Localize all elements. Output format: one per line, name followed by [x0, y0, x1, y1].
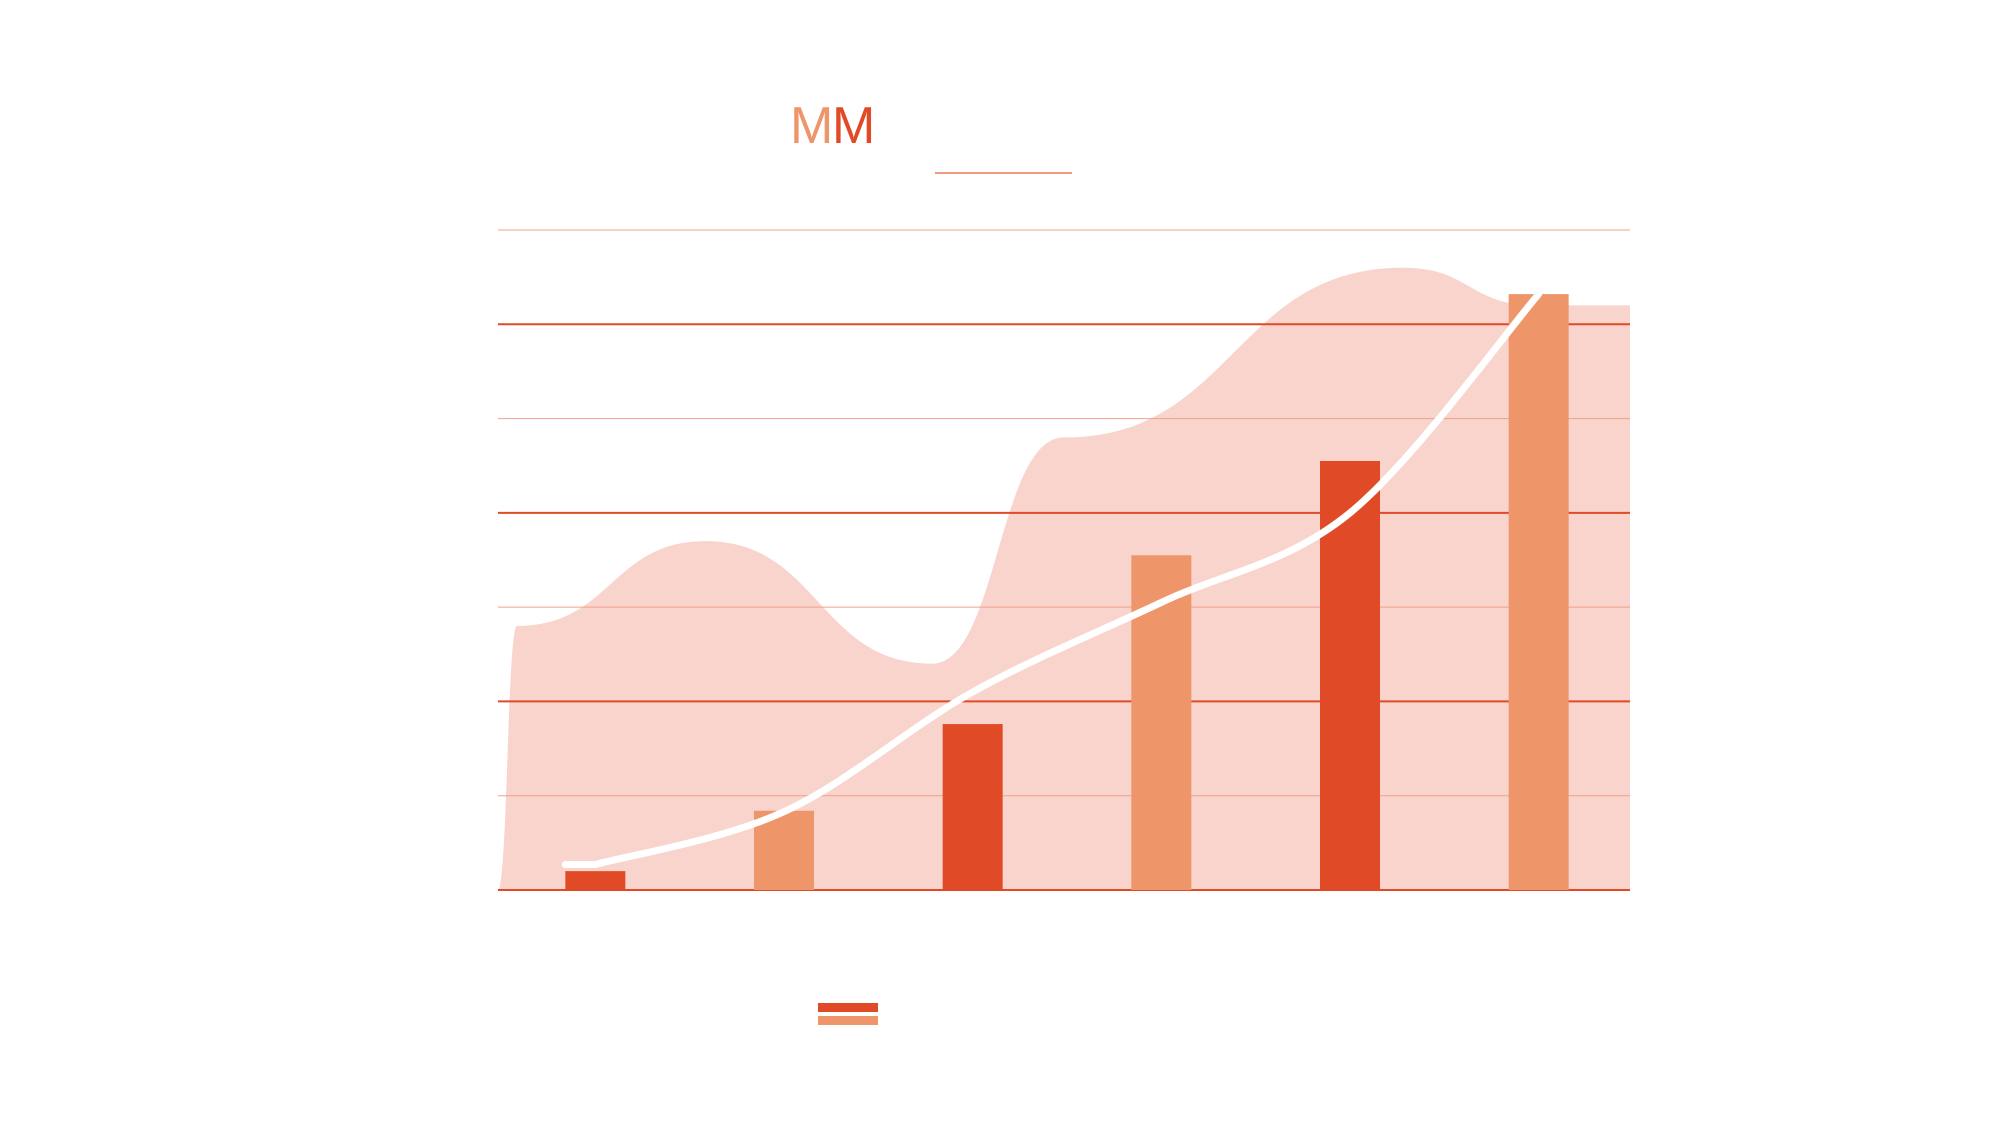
logo-letter-right: M: [832, 97, 875, 155]
legend-swatch-2: [818, 1016, 878, 1025]
bar-5: [1320, 461, 1380, 890]
gridlines: [498, 229, 1630, 891]
trend-line: [561, 290, 1543, 869]
logo-letter-left: M: [790, 97, 833, 155]
bars: [565, 294, 1569, 891]
legend: [818, 1003, 878, 1025]
bar-1: [565, 871, 626, 890]
background-area: [498, 267, 1630, 890]
legend-swatch-1: [818, 1003, 878, 1012]
logo: M M: [790, 97, 1072, 174]
trend-line-group: [561, 290, 1543, 869]
bar-3: [942, 724, 1003, 890]
background-area-shape: [498, 267, 1630, 890]
bar-2: [754, 810, 814, 890]
bar-6: [1508, 294, 1569, 891]
